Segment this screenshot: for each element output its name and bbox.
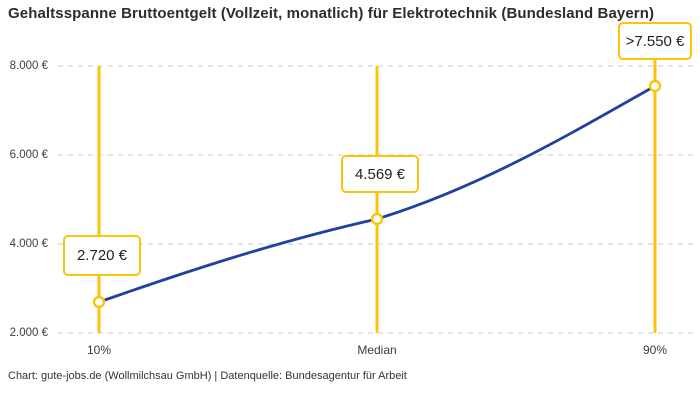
value-label-10pct: 2.720 €: [63, 235, 141, 276]
category-guides: [97, 58, 657, 333]
x-tick-median: Median: [357, 343, 397, 357]
data-point-markers: [92, 79, 662, 309]
marker-10pct: [92, 295, 106, 309]
x-tick-10pct: 10%: [86, 343, 112, 357]
x-tick-90pct: 90%: [642, 343, 668, 357]
chart-title: Gehaltsspanne Bruttoentgelt (Vollzeit, m…: [8, 5, 655, 22]
marker-90pct: [648, 79, 662, 93]
source-attribution: Chart: gute-jobs.de (Wollmilchsau GmbH) …: [8, 370, 407, 382]
y-tick-2000: 2.000 €: [9, 327, 48, 339]
y-tick-8000: 8.000 €: [9, 60, 48, 72]
y-tick-4000: 4.000 €: [9, 238, 48, 250]
value-label-median: 4.569 €: [341, 155, 419, 193]
value-label-90pct: >7.550 €: [618, 22, 692, 60]
marker-median: [370, 212, 384, 226]
y-tick-6000: 6.000 €: [9, 149, 48, 161]
